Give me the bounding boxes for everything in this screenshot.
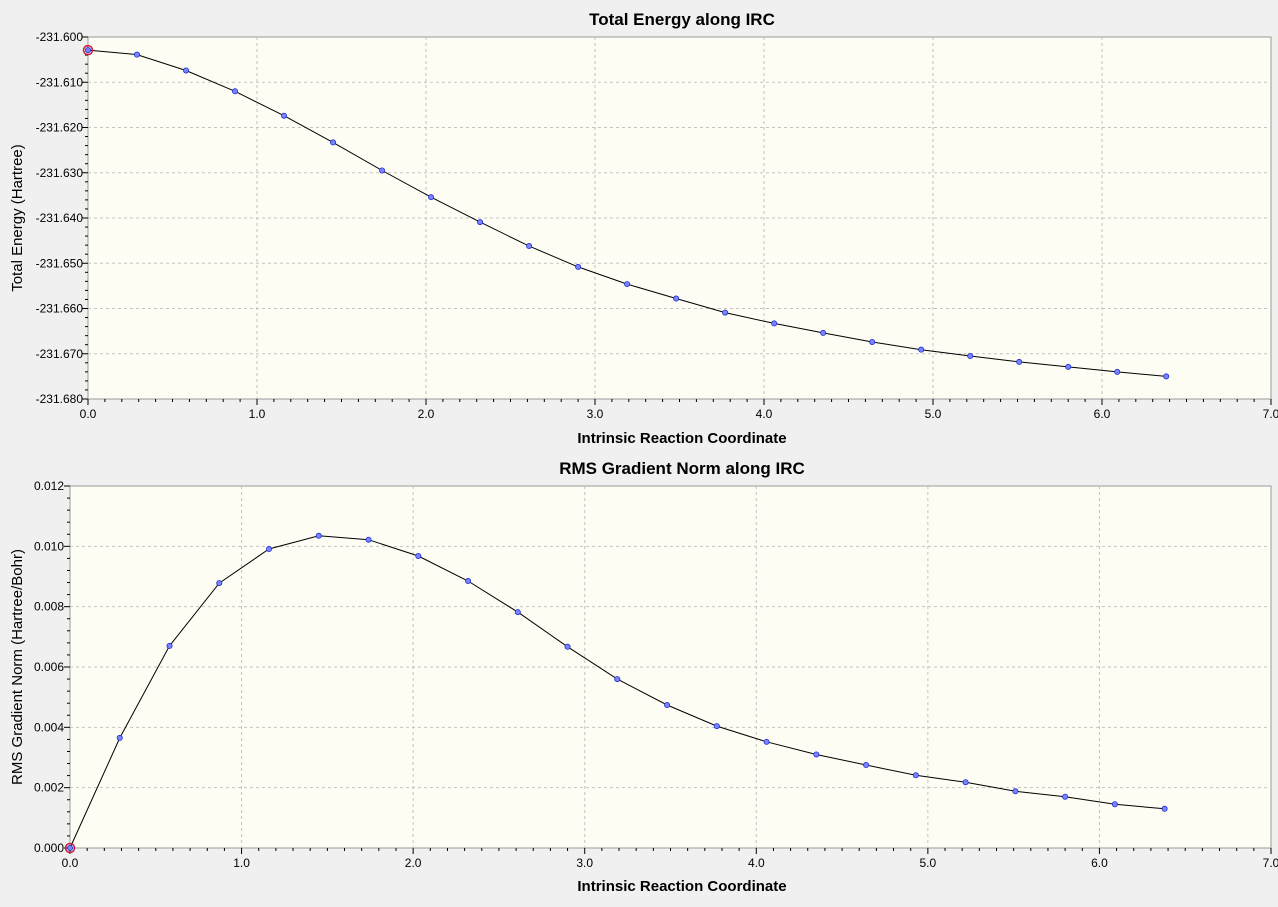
y-tick-label: -231.640: [36, 211, 84, 225]
data-point[interactable]: [912, 772, 919, 779]
data-point[interactable]: [1161, 805, 1168, 812]
data-point[interactable]: [134, 51, 141, 58]
plot-area: [87, 36, 1272, 400]
x-tick-label: 7.0: [1263, 407, 1278, 421]
total-energy-chart: 0.0 1.0 2.0 3.0 4.0 5.0 6.0 7.0 -231.680 -231.670…: [9, 10, 1278, 447]
data-point[interactable]: [820, 329, 827, 336]
data-point[interactable]: [67, 845, 74, 852]
x-tick-label: 3.0: [576, 856, 593, 870]
data-point[interactable]: [1016, 358, 1023, 365]
data-point[interactable]: [465, 578, 472, 585]
data-point[interactable]: [863, 762, 870, 769]
data-point[interactable]: [1062, 793, 1069, 800]
data-point[interactable]: [1012, 788, 1019, 795]
x-tick-label: 5.0: [925, 407, 942, 421]
data-point[interactable]: [624, 281, 631, 288]
data-point[interactable]: [330, 139, 337, 146]
data-point[interactable]: [526, 243, 533, 250]
data-point[interactable]: [869, 338, 876, 345]
data-point[interactable]: [85, 47, 92, 54]
data-point[interactable]: [514, 609, 521, 616]
x-tick-label: 4.0: [756, 407, 773, 421]
y-tick-label: -231.600: [36, 30, 84, 44]
chart-title: Total Energy along IRC: [589, 10, 775, 29]
data-point[interactable]: [564, 643, 571, 650]
data-point[interactable]: [813, 751, 820, 758]
chart-title: RMS Gradient Norm along IRC: [559, 459, 805, 478]
data-point[interactable]: [1111, 801, 1118, 808]
x-tick-label: 6.0: [1091, 856, 1108, 870]
data-point[interactable]: [116, 734, 123, 741]
data-point[interactable]: [216, 580, 223, 587]
y-tick-label: 0.010: [34, 539, 64, 553]
x-tick-label: 4.0: [748, 856, 765, 870]
data-point[interactable]: [477, 219, 484, 226]
y-tick-label: -231.620: [36, 121, 84, 135]
x-tick-label: 2.0: [405, 856, 422, 870]
y-tick-label: 0.004: [34, 720, 64, 734]
data-point[interactable]: [365, 536, 372, 543]
y-tick-label: -231.660: [36, 302, 84, 316]
rms-gradient-chart: 0.0 1.0 2.0 3.0 4.0 5.0 6.0 7.0 0.000 0.002 0.004 0…: [9, 459, 1278, 895]
y-tick-label: -231.610: [36, 75, 84, 89]
x-tick-label: 1.0: [249, 407, 266, 421]
y-tick-label: 0.012: [34, 479, 64, 493]
y-tick-label: 0.002: [34, 781, 64, 795]
x-tick-label: 5.0: [920, 856, 937, 870]
selected-point-marker[interactable]: [64, 842, 76, 854]
y-tick-label: 0.008: [34, 600, 64, 614]
data-point[interactable]: [183, 67, 190, 74]
data-point[interactable]: [614, 676, 621, 683]
data-point[interactable]: [962, 779, 969, 786]
y-axis-label: RMS Gradient Norm (Hartree/Bohr): [9, 549, 26, 785]
y-tick-label: 0.006: [34, 660, 64, 674]
y-tick-label: 0.000: [34, 841, 64, 855]
data-point[interactable]: [379, 167, 386, 174]
x-tick-label: 7.0: [1263, 856, 1278, 870]
data-point[interactable]: [967, 353, 974, 360]
data-point[interactable]: [918, 346, 925, 353]
data-point[interactable]: [575, 263, 582, 270]
y-axis-label: Total Energy (Hartree): [9, 144, 26, 292]
y-tick-label: -231.680: [36, 392, 84, 406]
data-point[interactable]: [232, 88, 239, 95]
data-point[interactable]: [266, 546, 273, 553]
x-tick-label: 6.0: [1094, 407, 1111, 421]
data-point[interactable]: [713, 723, 720, 730]
x-tick-label: 1.0: [233, 856, 250, 870]
x-tick-label: 3.0: [587, 407, 604, 421]
data-point[interactable]: [428, 194, 435, 201]
y-tick-label: -231.650: [36, 256, 84, 270]
x-tick-label: 2.0: [418, 407, 435, 421]
y-tick-label: -231.630: [36, 166, 84, 180]
data-point[interactable]: [722, 309, 729, 316]
data-point[interactable]: [415, 552, 422, 559]
data-point[interactable]: [771, 320, 778, 327]
x-axis-label: Intrinsic Reaction Coordinate: [577, 430, 786, 447]
data-point[interactable]: [315, 532, 322, 539]
data-point[interactable]: [281, 112, 288, 119]
data-point[interactable]: [1114, 368, 1121, 375]
x-axis-label: Intrinsic Reaction Coordinate: [577, 878, 786, 895]
x-tick-label: 0.0: [62, 856, 79, 870]
data-point[interactable]: [166, 642, 173, 649]
data-point[interactable]: [1163, 373, 1170, 380]
x-tick-label: 0.0: [80, 407, 97, 421]
data-point[interactable]: [664, 702, 671, 709]
selected-point-marker[interactable]: [82, 44, 94, 56]
data-point[interactable]: [1065, 363, 1072, 370]
data-point[interactable]: [673, 295, 680, 302]
y-tick-label: -231.670: [36, 347, 84, 361]
data-point[interactable]: [763, 738, 770, 745]
